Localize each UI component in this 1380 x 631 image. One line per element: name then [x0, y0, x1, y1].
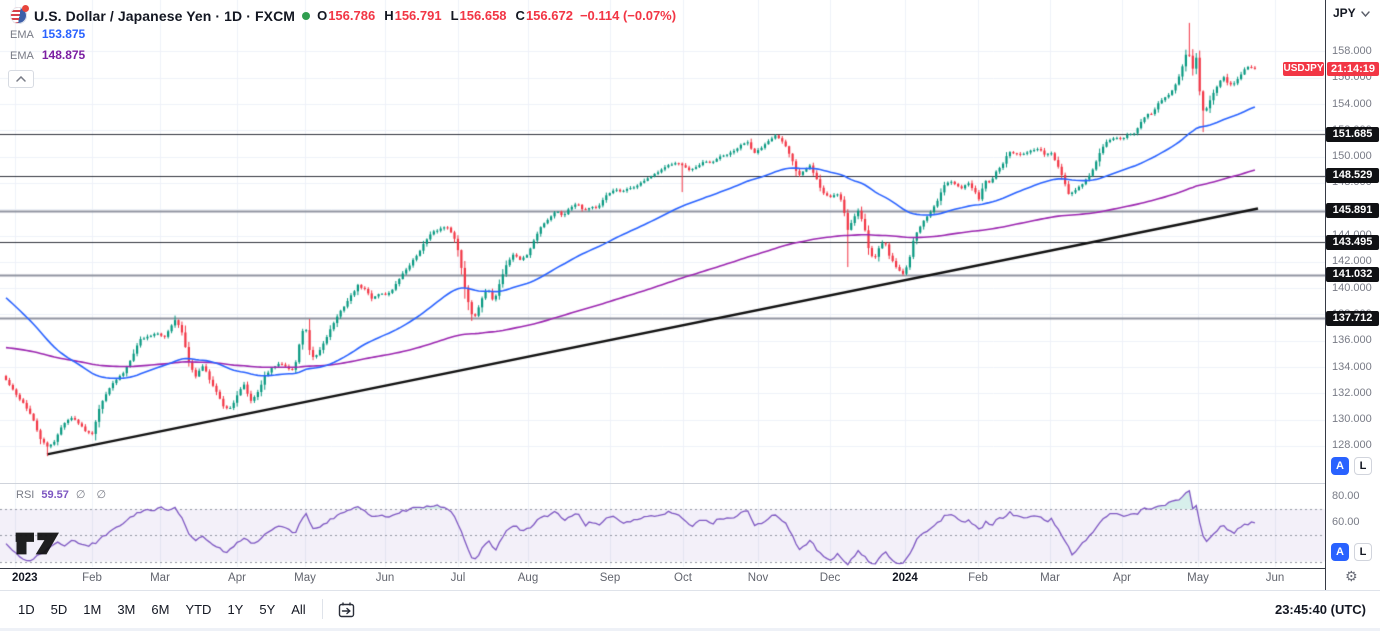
time-axis-label: Sep: [599, 572, 621, 584]
ema-legend-row[interactable]: EMA 148.875: [10, 48, 86, 62]
time-axis-label: Feb: [968, 572, 988, 584]
chevron-up-icon: [16, 76, 26, 82]
rsi-tick-label: 60.00: [1332, 515, 1360, 528]
price-tick-label: 142.000: [1332, 255, 1372, 268]
time-axis-label: Jun: [375, 572, 395, 584]
currency-label: JPY: [1333, 6, 1356, 20]
time-axis[interactable]: 2023 Feb Mar Apr May Jun Jul Aug Sep Oct Nov Dec 202…: [0, 568, 1325, 590]
range-button-YTD[interactable]: YTD: [177, 598, 219, 621]
price-tick-label: 130.000: [1332, 413, 1372, 426]
time-axis-label: May: [1187, 572, 1209, 584]
symbol-marker-badge: USDJPY: [1283, 62, 1324, 76]
price-tick-label: 134.000: [1332, 360, 1372, 373]
price-axis[interactable]: JPY 158.000156.000154.000152.000150.0001…: [1326, 0, 1380, 590]
time-axis-label: Mar: [150, 572, 170, 584]
calendar-arrow-icon: [338, 602, 354, 617]
tradingview-watermark-logo[interactable]: [14, 526, 64, 561]
range-button-1D[interactable]: 1D: [10, 598, 43, 621]
market-open-dot-icon: [302, 11, 311, 20]
price-tick-label: 128.000: [1332, 439, 1372, 452]
rsi-hidden-values: ∅ ∅: [75, 489, 111, 501]
ohlc-values: O156.786 H156.791 L156.658 C156.672: [317, 8, 573, 23]
pane-separator[interactable]: [0, 483, 1380, 484]
currency-selector[interactable]: JPY: [1333, 6, 1370, 20]
chevron-down-icon: [1360, 10, 1370, 17]
time-axis-label: Feb: [82, 572, 102, 584]
range-button-All[interactable]: All: [283, 598, 313, 621]
chart-legend: U.S. Dollar / Japanese Yen · 1D · FXCM O…: [10, 5, 677, 24]
level-badge[interactable]: 137.712: [1326, 310, 1379, 326]
rsi-label: RSI: [16, 489, 35, 501]
clock-utc[interactable]: 23:45:40 (UTC): [1274, 601, 1366, 617]
time-axis-label: Jul: [450, 572, 466, 584]
instrument-logo-icon: [10, 5, 29, 24]
time-axis-label: Oct: [674, 572, 692, 584]
time-axis-label: Jun: [1265, 572, 1285, 584]
ohlc-item: O156.786: [317, 8, 376, 23]
time-axis-label: 2024: [892, 572, 918, 584]
collapse-legend-button[interactable]: [8, 70, 34, 88]
range-button-5Y[interactable]: 5Y: [251, 598, 283, 621]
range-button-1Y[interactable]: 1Y: [219, 598, 251, 621]
time-axis-label: Aug: [517, 572, 539, 584]
time-axis-label: 2023: [12, 572, 38, 584]
chart-canvas[interactable]: [0, 0, 1325, 568]
rsi-value: 59.57: [41, 489, 69, 501]
price-tick-label: 136.000: [1332, 334, 1372, 347]
level-badge[interactable]: 141.032: [1326, 267, 1379, 283]
level-badge[interactable]: 148.529: [1326, 168, 1379, 184]
price-tick-label: 158.000: [1332, 44, 1372, 57]
range-button-5D[interactable]: 5D: [43, 598, 76, 621]
range-button-3M[interactable]: 3M: [109, 598, 143, 621]
rsi-legend: RSI 59.57 ∅ ∅: [16, 488, 110, 501]
range-button-1M[interactable]: 1M: [75, 598, 109, 621]
axis-separator: [0, 568, 1380, 569]
rsi-log-scale-button[interactable]: L: [1354, 543, 1372, 561]
tradingview-logo-icon: [15, 532, 59, 555]
symbol-title[interactable]: U.S. Dollar / Japanese Yen · 1D · FXCM: [34, 7, 296, 24]
go-to-date-button[interactable]: [331, 598, 362, 621]
time-axis-label: Dec: [819, 572, 841, 584]
price-tick-label: 154.000: [1332, 97, 1372, 110]
price-tick-label: 140.000: [1332, 281, 1372, 294]
rsi-tick-label: 80.00: [1332, 489, 1360, 502]
rsi-auto-scale-button[interactable]: A: [1331, 543, 1349, 561]
bar-countdown-badge: 21:14:19: [1327, 62, 1379, 76]
ohlc-item: L156.658: [450, 8, 507, 23]
window-bottom-strip: [0, 628, 1380, 631]
time-axis-label: Mar: [1040, 572, 1060, 584]
level-badge[interactable]: 145.891: [1326, 203, 1379, 219]
ohlc-item: H156.791: [384, 8, 442, 23]
time-axis-label: May: [294, 572, 316, 584]
bottom-toolbar: 1D 5D 1M 3M 6M YTD 1Y 5Y All 23:45:40 (UTC): [0, 590, 1380, 627]
change-value: −0.114 (−0.07%): [579, 8, 677, 23]
level-badge[interactable]: 151.685: [1326, 126, 1379, 142]
auto-scale-button[interactable]: A: [1331, 457, 1349, 475]
price-tick-label: 150.000: [1332, 150, 1372, 163]
price-axis-border: [1325, 0, 1326, 590]
time-axis-label: Apr: [228, 572, 246, 584]
gear-icon[interactable]: ⚙: [1345, 569, 1358, 585]
time-axis-label: Apr: [1113, 572, 1131, 584]
log-scale-button[interactable]: L: [1354, 457, 1372, 475]
range-buttons: 1D 5D 1M 3M 6M YTD 1Y 5Y All: [10, 598, 314, 621]
time-axis-label: Nov: [747, 572, 769, 584]
level-badge[interactable]: 143.495: [1326, 234, 1379, 250]
ema-legend-row[interactable]: EMA 153.875: [10, 27, 86, 41]
toolbar-divider: [321, 599, 323, 619]
ohlc-item: C156.672: [515, 8, 573, 23]
price-tick-label: 132.000: [1332, 386, 1372, 399]
range-button-6M[interactable]: 6M: [143, 598, 177, 621]
